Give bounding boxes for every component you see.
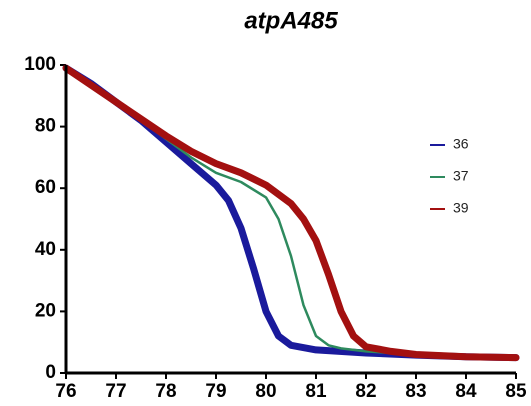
y-tick-label: 100 <box>24 54 56 75</box>
legend-label: 37 <box>453 168 469 184</box>
x-tick-label: 76 <box>55 381 76 402</box>
y-tick-label: 80 <box>35 116 56 137</box>
y-tick-label: 60 <box>35 177 56 198</box>
x-tick-label: 85 <box>505 381 527 402</box>
x-tick-label: 80 <box>255 381 276 402</box>
chart-title: atpA485 <box>244 7 338 34</box>
x-tick-label: 77 <box>105 381 126 402</box>
x-tick-label: 83 <box>405 381 426 402</box>
y-tick-label: 40 <box>35 239 56 260</box>
x-tick-label: 78 <box>155 381 176 402</box>
x-tick-label: 79 <box>205 381 226 402</box>
series-line <box>62 64 520 362</box>
legend-label: 39 <box>453 200 469 216</box>
x-tick-label: 84 <box>455 381 477 402</box>
y-tick-label: 20 <box>35 300 56 321</box>
legend-label: 36 <box>453 136 469 152</box>
x-tick-label: 81 <box>305 381 327 402</box>
y-tick-label: 0 <box>45 362 56 383</box>
x-tick-label: 82 <box>355 381 376 402</box>
